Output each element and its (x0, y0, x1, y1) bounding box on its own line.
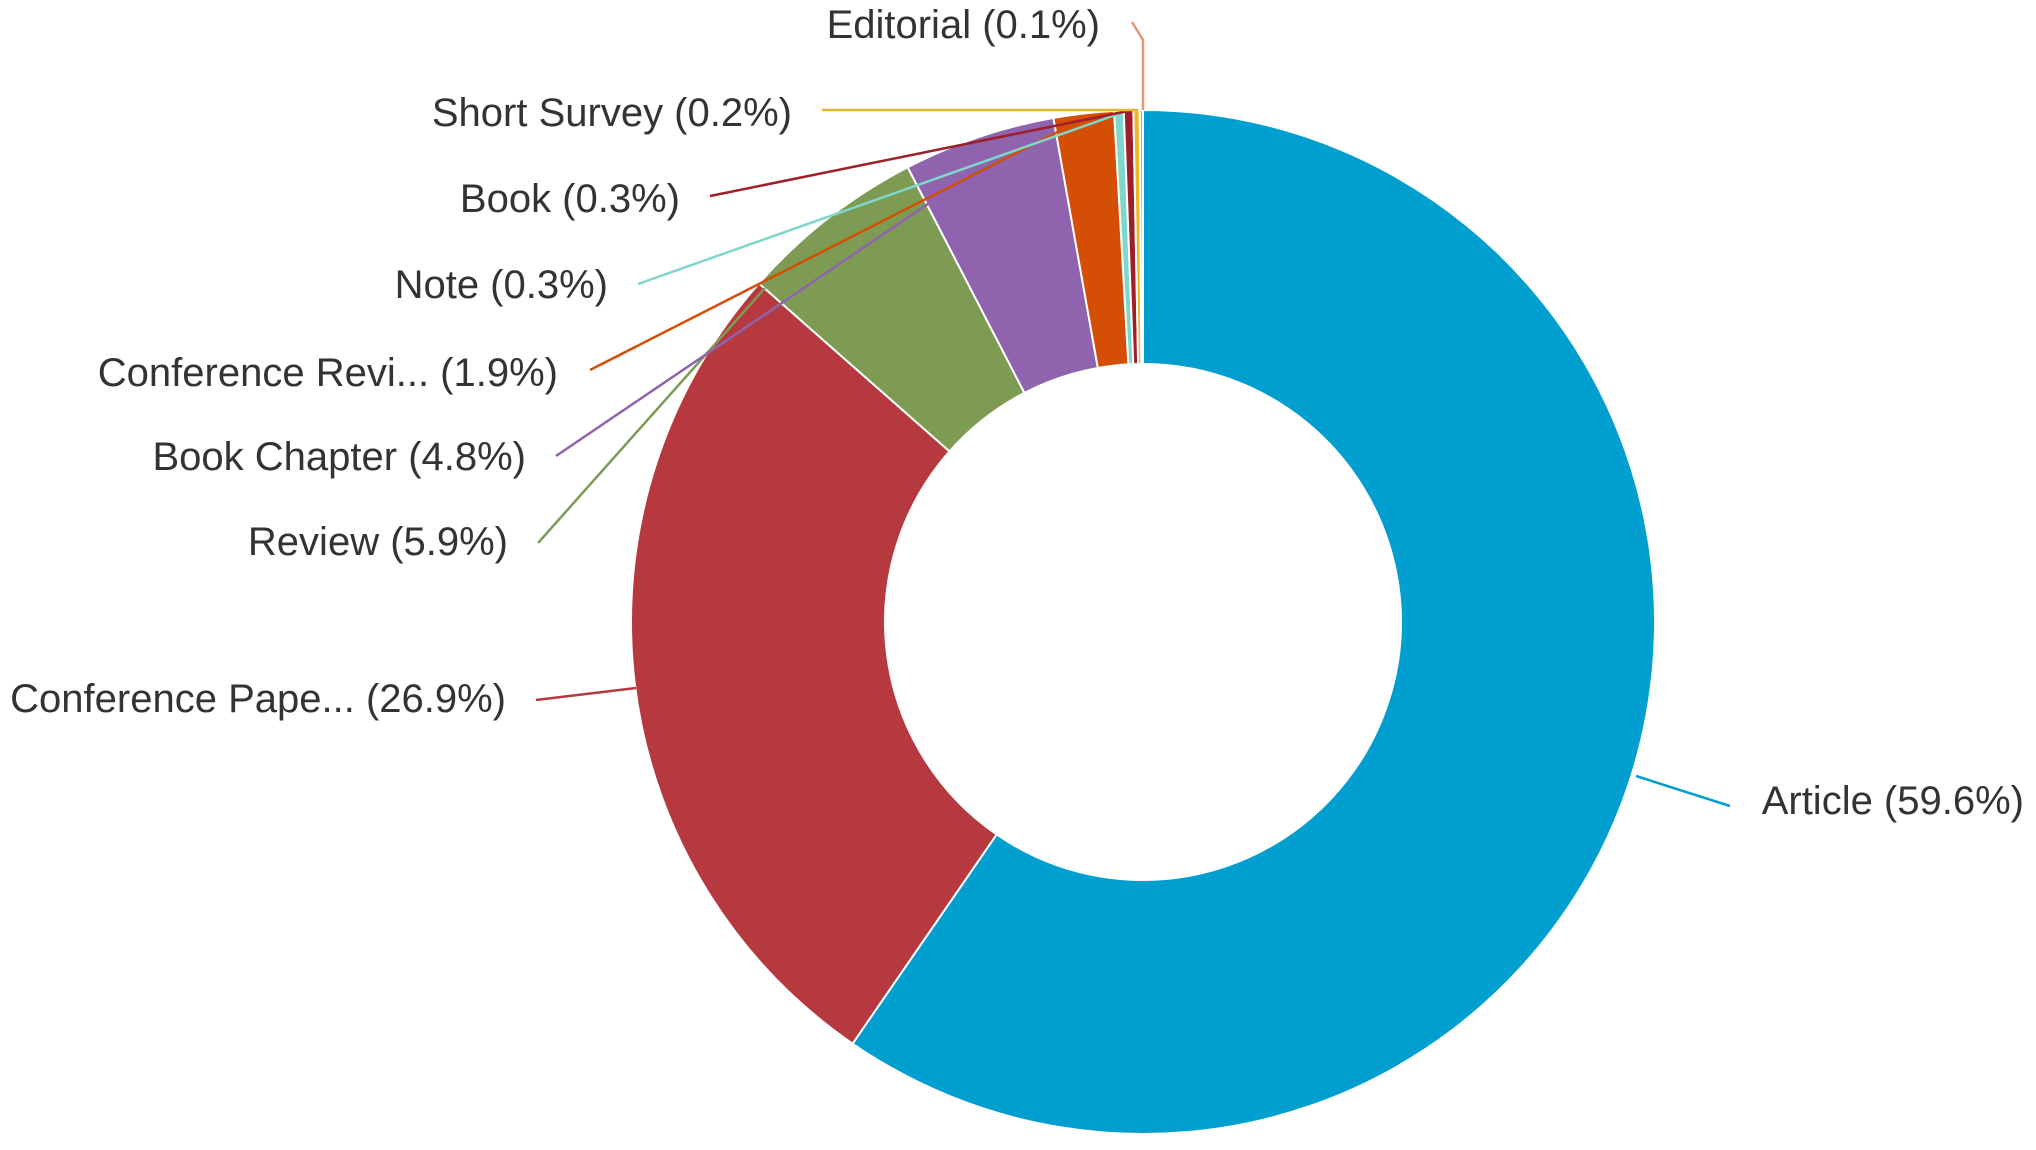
leader-line-conference-revi (589, 116, 1086, 372)
leader-line-note (637, 110, 1125, 286)
slice-editorial[interactable] (1138, 108, 1144, 366)
label-conference-pape: Conference Pape... (26.9%) (10, 677, 506, 721)
label-editorial: Editorial (0.1%) (827, 3, 1100, 47)
label-article: Article (59.6%) (1762, 779, 2024, 823)
leader-line-editorial (1130, 21, 1145, 110)
leader-line-book-chapter (555, 168, 979, 458)
slice-article[interactable] (851, 108, 1656, 1135)
leader-line-conference-pape (535, 686, 637, 702)
slices-group (630, 108, 1656, 1135)
leader-line-book (709, 108, 1134, 198)
labels-group: Article (59.6%) Conference Pape... (26.9%… (10, 3, 2024, 823)
label-conference-revi: Conference Revi... (1.9%) (98, 351, 558, 395)
label-book-chapter: Book Chapter (4.8%) (152, 435, 526, 479)
label-review: Review (5.9%) (248, 520, 508, 564)
leader-line-review (537, 287, 766, 544)
label-short-survey: Short Survey (0.2%) (432, 91, 792, 135)
label-note: Note (0.3%) (395, 263, 608, 307)
leader-line-article (1635, 774, 1731, 808)
label-book: Book (0.3%) (460, 177, 680, 221)
leader-lines-group (535, 21, 1731, 808)
